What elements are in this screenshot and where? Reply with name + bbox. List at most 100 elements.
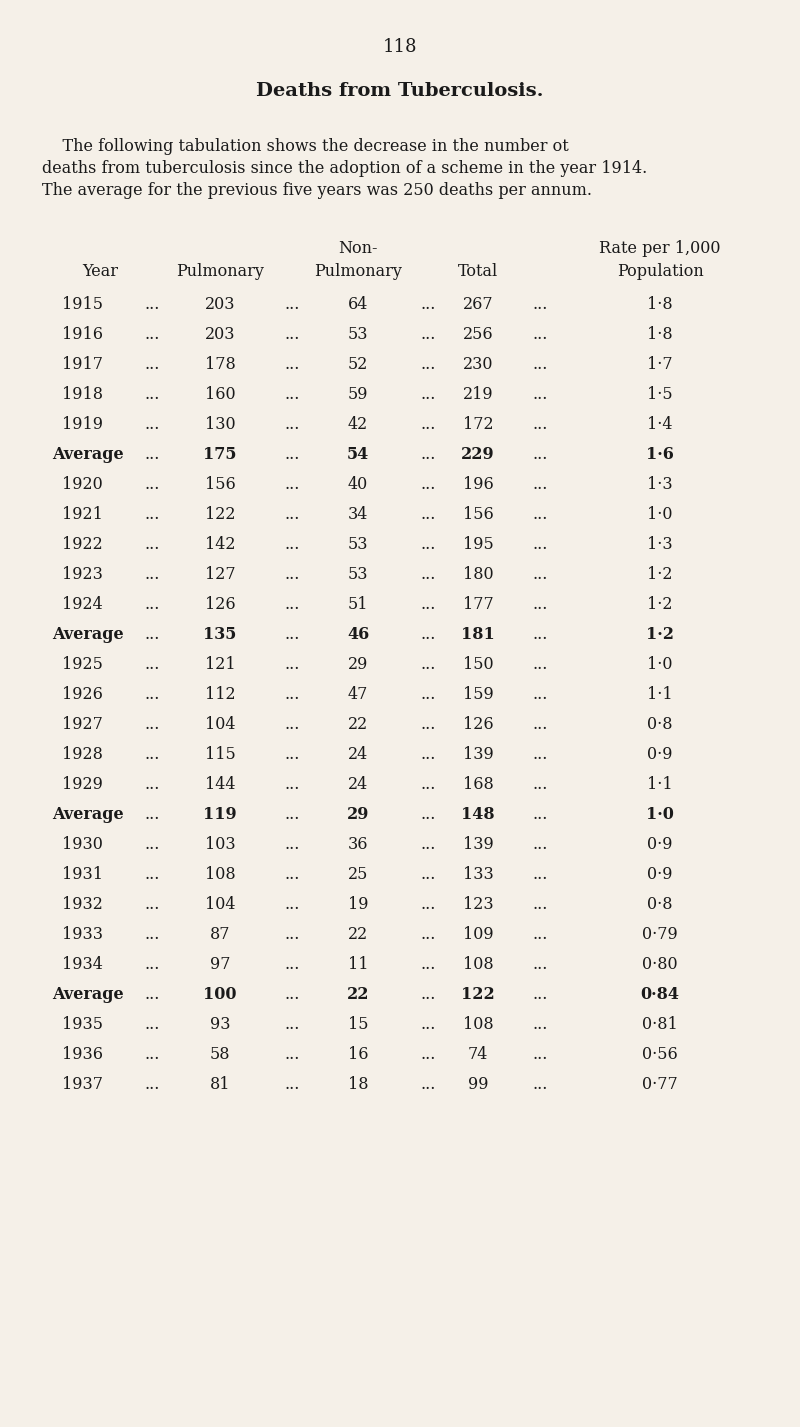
- Text: ...: ...: [284, 866, 300, 883]
- Text: ...: ...: [144, 986, 160, 1003]
- Text: 0·77: 0·77: [642, 1076, 678, 1093]
- Text: ...: ...: [420, 295, 436, 313]
- Text: 42: 42: [348, 417, 368, 432]
- Text: 108: 108: [462, 956, 494, 973]
- Text: 59: 59: [348, 385, 368, 402]
- Text: 139: 139: [462, 746, 494, 763]
- Text: 24: 24: [348, 746, 368, 763]
- Text: 22: 22: [348, 926, 368, 943]
- Text: 97: 97: [210, 956, 230, 973]
- Text: 159: 159: [462, 686, 494, 704]
- Text: 1·0: 1·0: [647, 507, 673, 524]
- Text: 1921: 1921: [62, 507, 102, 524]
- Text: Average: Average: [52, 806, 124, 823]
- Text: 1919: 1919: [62, 417, 102, 432]
- Text: 25: 25: [348, 866, 368, 883]
- Text: ...: ...: [284, 836, 300, 853]
- Text: ...: ...: [144, 477, 160, 492]
- Text: Average: Average: [52, 626, 124, 644]
- Text: ...: ...: [284, 1046, 300, 1063]
- Text: 47: 47: [348, 686, 368, 704]
- Text: 1917: 1917: [62, 355, 102, 372]
- Text: 256: 256: [462, 325, 494, 342]
- Text: 104: 104: [205, 716, 235, 733]
- Text: ...: ...: [532, 537, 548, 554]
- Text: 180: 180: [462, 567, 494, 584]
- Text: 1·1: 1·1: [647, 686, 673, 704]
- Text: ...: ...: [284, 626, 300, 644]
- Text: ...: ...: [532, 385, 548, 402]
- Text: ...: ...: [284, 417, 300, 432]
- Text: 181: 181: [461, 626, 495, 644]
- Text: 1922: 1922: [62, 537, 102, 554]
- Text: ...: ...: [532, 866, 548, 883]
- Text: 16: 16: [348, 1046, 368, 1063]
- Text: 58: 58: [210, 1046, 230, 1063]
- Text: ...: ...: [532, 836, 548, 853]
- Text: 1920: 1920: [62, 477, 102, 492]
- Text: 1931: 1931: [62, 866, 102, 883]
- Text: 148: 148: [461, 806, 495, 823]
- Text: 127: 127: [205, 567, 235, 584]
- Text: 1932: 1932: [62, 896, 102, 913]
- Text: ...: ...: [144, 626, 160, 644]
- Text: ...: ...: [144, 507, 160, 524]
- Text: ...: ...: [284, 325, 300, 342]
- Text: Pulmonary: Pulmonary: [176, 263, 264, 280]
- Text: 22: 22: [346, 986, 370, 1003]
- Text: 1·4: 1·4: [647, 417, 673, 432]
- Text: 175: 175: [203, 447, 237, 462]
- Text: ...: ...: [532, 626, 548, 644]
- Text: 46: 46: [347, 626, 369, 644]
- Text: 122: 122: [461, 986, 495, 1003]
- Text: 104: 104: [205, 896, 235, 913]
- Text: ...: ...: [284, 716, 300, 733]
- Text: ...: ...: [144, 836, 160, 853]
- Text: 196: 196: [462, 477, 494, 492]
- Text: 168: 168: [462, 776, 494, 793]
- Text: 0·80: 0·80: [642, 956, 678, 973]
- Text: ...: ...: [532, 447, 548, 462]
- Text: 93: 93: [210, 1016, 230, 1033]
- Text: 156: 156: [205, 477, 235, 492]
- Text: 1·3: 1·3: [647, 537, 673, 554]
- Text: 1928: 1928: [62, 746, 102, 763]
- Text: 144: 144: [205, 776, 235, 793]
- Text: 1916: 1916: [62, 325, 102, 342]
- Text: 64: 64: [348, 295, 368, 313]
- Text: ...: ...: [284, 596, 300, 614]
- Text: deaths from tuberculosis since the adoption of a scheme in the year 1914.: deaths from tuberculosis since the adopt…: [42, 160, 647, 177]
- Text: ...: ...: [420, 806, 436, 823]
- Text: ...: ...: [144, 896, 160, 913]
- Text: 103: 103: [205, 836, 235, 853]
- Text: 34: 34: [348, 507, 368, 524]
- Text: 0·56: 0·56: [642, 1046, 678, 1063]
- Text: 135: 135: [203, 626, 237, 644]
- Text: 54: 54: [347, 447, 369, 462]
- Text: ...: ...: [284, 385, 300, 402]
- Text: ...: ...: [420, 447, 436, 462]
- Text: 112: 112: [205, 686, 235, 704]
- Text: 53: 53: [348, 567, 368, 584]
- Text: 122: 122: [205, 507, 235, 524]
- Text: ...: ...: [420, 956, 436, 973]
- Text: 139: 139: [462, 836, 494, 853]
- Text: ...: ...: [144, 385, 160, 402]
- Text: ...: ...: [420, 537, 436, 554]
- Text: ...: ...: [532, 896, 548, 913]
- Text: ...: ...: [420, 776, 436, 793]
- Text: ...: ...: [420, 477, 436, 492]
- Text: 29: 29: [347, 806, 369, 823]
- Text: 53: 53: [348, 325, 368, 342]
- Text: 118: 118: [382, 39, 418, 56]
- Text: ...: ...: [420, 325, 436, 342]
- Text: ...: ...: [284, 686, 300, 704]
- Text: The average for the previous five years was 250 deaths per annum.: The average for the previous five years …: [42, 183, 592, 198]
- Text: ...: ...: [532, 567, 548, 584]
- Text: 0·8: 0·8: [647, 716, 673, 733]
- Text: 0·9: 0·9: [647, 746, 673, 763]
- Text: ...: ...: [420, 716, 436, 733]
- Text: 133: 133: [462, 866, 494, 883]
- Text: 1·0: 1·0: [647, 656, 673, 674]
- Text: 1·7: 1·7: [647, 355, 673, 372]
